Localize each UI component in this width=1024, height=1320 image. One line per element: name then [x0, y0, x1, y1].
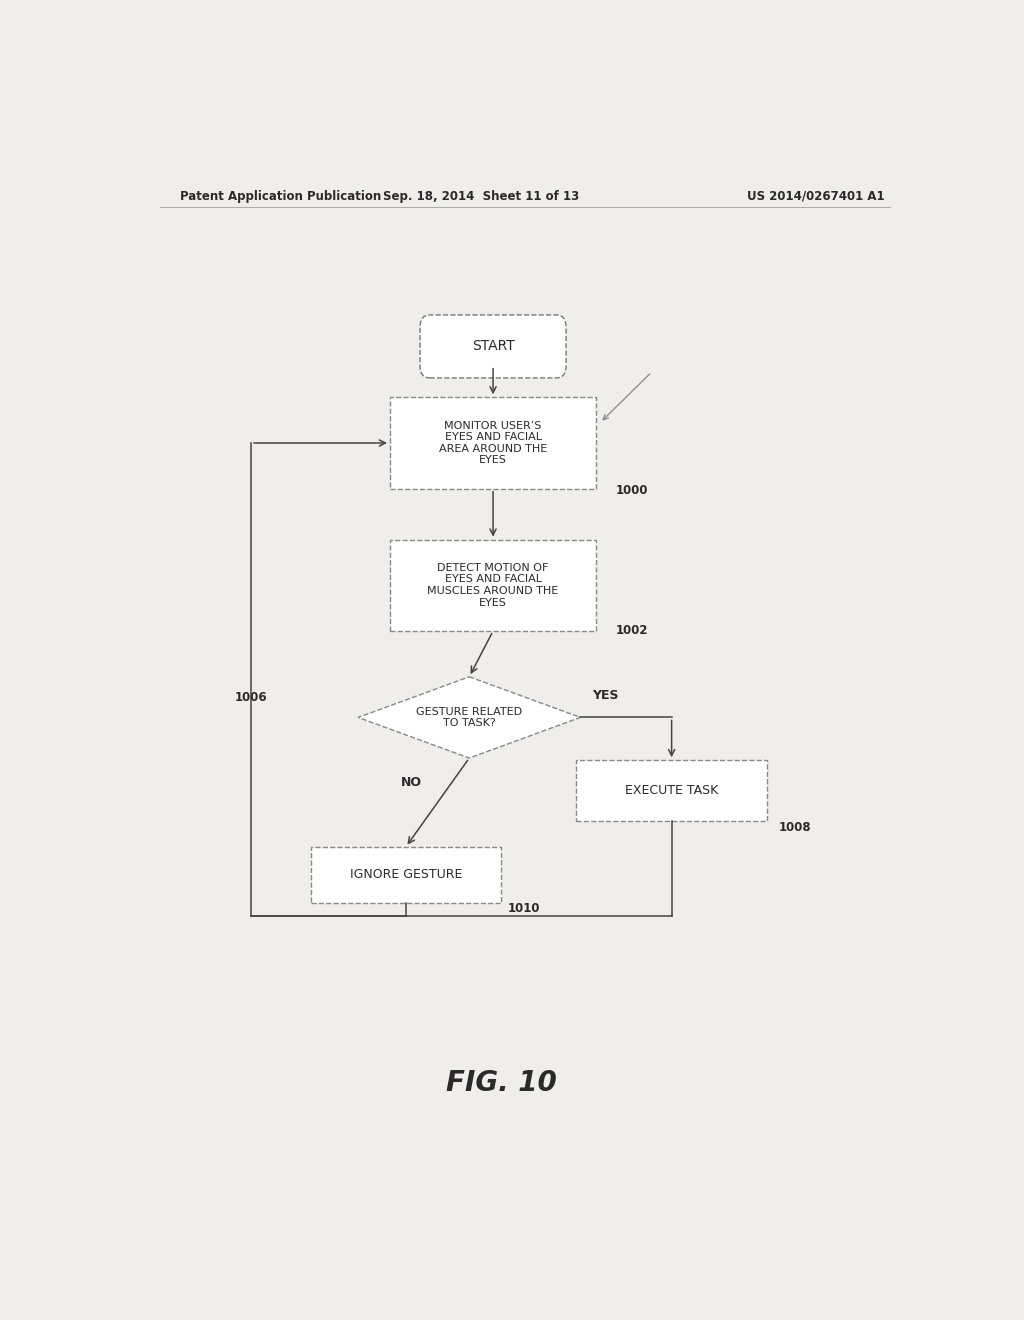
Text: IGNORE GESTURE: IGNORE GESTURE: [349, 869, 462, 882]
Text: Patent Application Publication: Patent Application Publication: [179, 190, 381, 202]
Text: DETECT MOTION OF
EYES AND FACIAL
MUSCLES AROUND THE
EYES: DETECT MOTION OF EYES AND FACIAL MUSCLES…: [427, 562, 559, 607]
Polygon shape: [358, 677, 581, 758]
Text: 1006: 1006: [234, 690, 267, 704]
Text: 1002: 1002: [616, 624, 648, 638]
Text: YES: YES: [592, 689, 618, 702]
Text: NO: NO: [400, 776, 422, 789]
Bar: [310, 847, 501, 903]
Text: 1010: 1010: [507, 903, 540, 915]
Text: US 2014/0267401 A1: US 2014/0267401 A1: [748, 190, 885, 202]
Text: EXECUTE TASK: EXECUTE TASK: [625, 784, 718, 797]
Text: 1000: 1000: [616, 483, 648, 496]
Bar: [390, 397, 596, 488]
FancyBboxPatch shape: [420, 315, 566, 378]
Text: GESTURE RELATED
TO TASK?: GESTURE RELATED TO TASK?: [416, 706, 522, 729]
Text: Sep. 18, 2014  Sheet 11 of 13: Sep. 18, 2014 Sheet 11 of 13: [383, 190, 580, 202]
Bar: [390, 540, 596, 631]
Text: FIG. 10: FIG. 10: [445, 1069, 556, 1097]
Text: 1008: 1008: [778, 821, 811, 834]
Text: MONITOR USER’S
EYES AND FACIAL
AREA AROUND THE
EYES: MONITOR USER’S EYES AND FACIAL AREA AROU…: [439, 421, 547, 466]
Text: START: START: [472, 339, 514, 354]
Bar: [577, 760, 767, 821]
